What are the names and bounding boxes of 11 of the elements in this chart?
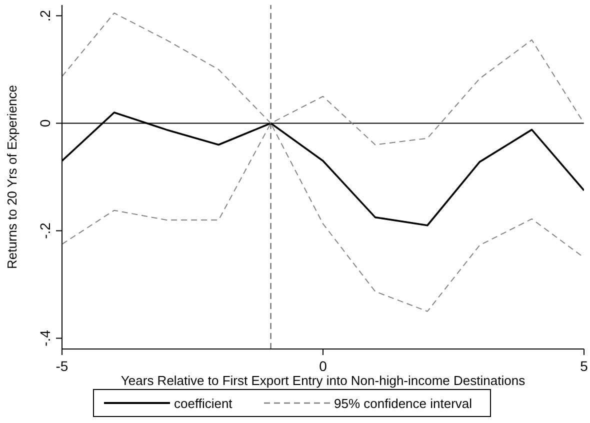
y-tick-label: 0 — [37, 119, 53, 128]
x-tick-label: 5 — [580, 358, 588, 374]
x-tick-label: 0 — [319, 358, 328, 374]
x-tick-label: -5 — [56, 358, 68, 374]
y-tick-label: .2 — [37, 10, 53, 22]
y-axis-title: Returns to 20 Yrs of Experience — [4, 84, 20, 270]
x-axis-title: Years Relative to First Export Entry into Non-high-income Destinations — [120, 373, 526, 388]
y-tick-label: -.4 — [37, 330, 53, 346]
legend-label: 95% confidence interval — [334, 396, 472, 411]
legend-label: coefficient — [174, 396, 233, 411]
y-tick-label: -.2 — [37, 222, 53, 239]
